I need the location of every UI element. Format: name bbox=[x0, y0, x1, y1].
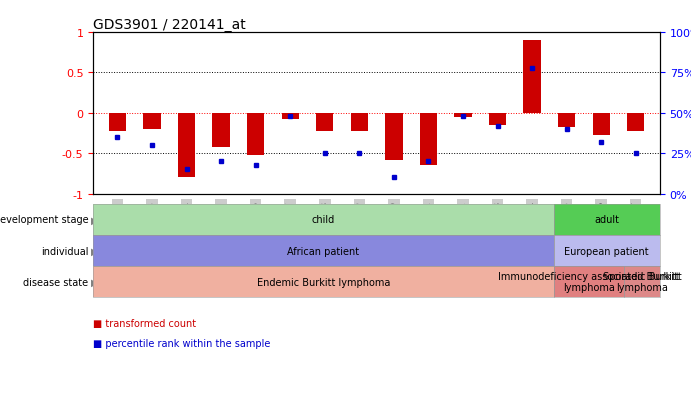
Bar bbox=[316, 114, 333, 131]
Bar bbox=[109, 114, 126, 131]
Bar bbox=[178, 114, 195, 178]
Bar bbox=[144, 114, 160, 130]
Text: ■ transformed count: ■ transformed count bbox=[93, 318, 196, 328]
Bar bbox=[282, 114, 299, 120]
Bar bbox=[420, 114, 437, 166]
Bar bbox=[592, 114, 609, 136]
Text: disease state: disease state bbox=[23, 277, 88, 287]
Text: Endemic Burkitt lymphoma: Endemic Burkitt lymphoma bbox=[257, 277, 390, 287]
Bar bbox=[247, 114, 264, 155]
Bar bbox=[351, 114, 368, 131]
Text: individual: individual bbox=[41, 246, 88, 256]
Bar bbox=[386, 114, 402, 160]
Text: African patient: African patient bbox=[287, 246, 359, 256]
Text: Immunodeficiency associated Burkitt lymphoma: Immunodeficiency associated Burkitt lymp… bbox=[498, 271, 680, 293]
Bar bbox=[455, 114, 472, 118]
Text: child: child bbox=[312, 215, 335, 225]
Bar bbox=[524, 41, 540, 114]
Bar bbox=[213, 114, 229, 147]
Text: adult: adult bbox=[594, 215, 619, 225]
Text: European patient: European patient bbox=[565, 246, 649, 256]
Text: ▶: ▶ bbox=[91, 215, 98, 225]
Text: ▶: ▶ bbox=[91, 246, 98, 256]
Text: development stage: development stage bbox=[0, 215, 88, 225]
Bar bbox=[627, 114, 644, 131]
Text: GDS3901 / 220141_at: GDS3901 / 220141_at bbox=[93, 18, 246, 32]
Text: Sporadic Burkitt lymphoma: Sporadic Burkitt lymphoma bbox=[603, 271, 681, 293]
Text: ▶: ▶ bbox=[91, 277, 98, 287]
Text: ■ percentile rank within the sample: ■ percentile rank within the sample bbox=[93, 339, 271, 349]
Bar bbox=[489, 114, 506, 126]
Bar bbox=[558, 114, 575, 128]
